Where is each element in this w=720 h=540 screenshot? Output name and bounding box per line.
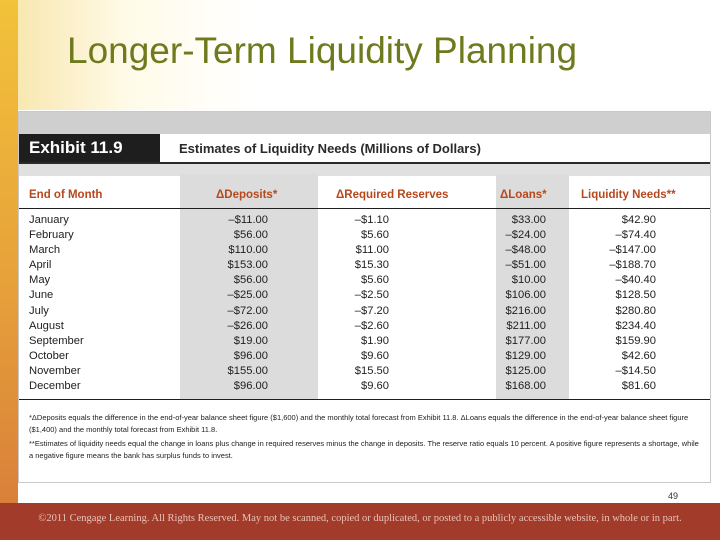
- reserves-cell: $15.30: [354, 259, 389, 272]
- deposits-cell: –$11.00: [228, 214, 268, 226]
- deposits-cell: –$26.00: [227, 319, 268, 332]
- copyright-footer: ©2011 Cengage Learning. All Rights Reser…: [0, 503, 720, 540]
- table-row: March $110.00 $11.00 –$48.00 –$147.00: [19, 244, 710, 259]
- reserves-cell: $15.50: [354, 364, 389, 377]
- loans-cell: –$24.00: [505, 229, 546, 242]
- page-number: 49: [667, 491, 678, 501]
- table-bottom-rule: [19, 399, 710, 400]
- loans-cell: $216.00: [505, 304, 546, 317]
- exhibit-label: Exhibit 11.9: [19, 134, 160, 162]
- reserves-cell: $1.90: [361, 334, 389, 347]
- loans-cell: $33.00: [511, 214, 546, 226]
- month-cell: June: [29, 289, 54, 302]
- header-loans: ΔLoans*: [500, 189, 547, 201]
- loans-cell: $211.00: [506, 319, 546, 332]
- exhibit-table: Exhibit 11.9 Estimates of Liquidity Need…: [18, 111, 711, 483]
- month-cell: April: [29, 259, 52, 272]
- reserves-cell: $5.60: [361, 229, 389, 242]
- loans-cell: –$51.00: [505, 259, 546, 272]
- table-row: November $155.00 $15.50 $125.00 –$14.50: [19, 365, 710, 380]
- header-deposits: ΔDeposits*: [216, 189, 278, 201]
- needs-cell: $280.80: [615, 304, 656, 317]
- deposits-cell: –$25.00: [227, 289, 268, 302]
- reserves-cell: $5.60: [361, 274, 389, 287]
- table-row: May $56.00 $5.60 $10.00 –$40.40: [19, 274, 710, 289]
- reserves-cell: –$1.10: [354, 214, 389, 226]
- month-cell: July: [29, 304, 49, 317]
- deposits-column-shade: [180, 174, 318, 399]
- table-body: January –$11.00 –$1.10 $33.00 $42.90 February…: [19, 214, 710, 395]
- exhibit-top-band: [19, 112, 710, 134]
- loans-column-shade: [496, 174, 569, 399]
- reserves-cell: $9.60: [361, 380, 389, 393]
- slide-title: Longer-Term Liquidity Planning: [67, 30, 578, 71]
- needs-cell: $42.90: [621, 214, 656, 226]
- deposits-cell: $96.00: [233, 380, 268, 393]
- needs-cell: –$40.40: [615, 274, 656, 287]
- needs-cell: $159.90: [615, 334, 656, 347]
- loans-cell: $129.00: [505, 349, 546, 362]
- copyright-text: ©2011 Cengage Learning. All Rights Reser…: [38, 513, 682, 524]
- loans-cell: $177.00: [505, 334, 546, 347]
- month-cell: February: [29, 229, 74, 242]
- table-row: July –$72.00 –$7.20 $216.00 $280.80: [19, 305, 710, 320]
- table-notes: *ΔDeposits equals the difference in the …: [29, 412, 704, 464]
- table-row: September $19.00 $1.90 $177.00 $159.90: [19, 335, 710, 350]
- reserves-cell: –$2.50: [354, 289, 389, 302]
- exhibit-caption: Estimates of Liquidity Needs (Millions o…: [161, 134, 710, 162]
- footnote-deposits-loans: *ΔDeposits equals the difference in the …: [29, 413, 689, 434]
- needs-cell: –$14.50: [615, 364, 656, 377]
- needs-cell: $81.60: [621, 380, 656, 393]
- exhibit-divider: [19, 162, 710, 176]
- month-cell: October: [29, 349, 69, 362]
- month-cell: December: [29, 380, 81, 393]
- table-row: June –$25.00 –$2.50 $106.00 $128.50: [19, 289, 710, 304]
- header-liquidity-needs: Liquidity Needs**: [581, 189, 676, 201]
- table-row: February $56.00 $5.60 –$24.00 –$74.40: [19, 229, 710, 244]
- header-rule: [19, 208, 710, 209]
- needs-cell: –$74.40: [615, 229, 656, 242]
- footnote-liquidity-needs: **Estimates of liquidity needs equal the…: [29, 439, 699, 460]
- header-background: [0, 0, 720, 110]
- table-row: October $96.00 $9.60 $129.00 $42.60: [19, 350, 710, 365]
- reserves-cell: –$2.60: [354, 319, 389, 332]
- deposits-cell: $155.00: [227, 364, 268, 377]
- table-row: April $153.00 $15.30 –$51.00 –$188.70: [19, 259, 710, 274]
- reserves-cell: $9.60: [361, 349, 389, 362]
- table-row: August –$26.00 –$2.60 $211.00 $234.40: [19, 320, 710, 335]
- needs-cell: –$188.70: [609, 259, 656, 272]
- deposits-cell: $96.00: [233, 349, 268, 362]
- needs-cell: $234.40: [615, 319, 656, 332]
- table-row: December $96.00 $9.60 $168.00 $81.60: [19, 380, 710, 395]
- loans-cell: $125.00: [505, 364, 546, 377]
- deposits-cell: $56.00: [233, 274, 268, 287]
- month-cell: November: [29, 364, 81, 377]
- loans-cell: $168.00: [505, 380, 546, 393]
- month-cell: September: [29, 334, 84, 347]
- month-cell: August: [29, 319, 64, 332]
- month-cell: January: [29, 214, 69, 226]
- left-accent-strip: [0, 0, 18, 503]
- loans-cell: $10.00: [511, 274, 546, 287]
- reserves-cell: –$7.20: [354, 304, 389, 317]
- reserves-cell: $11.00: [355, 244, 389, 257]
- month-cell: March: [29, 244, 61, 257]
- deposits-cell: $56.00: [233, 229, 268, 242]
- deposits-cell: –$72.00: [227, 304, 268, 317]
- needs-cell: –$147.00: [609, 244, 656, 257]
- loans-cell: $106.00: [505, 289, 546, 302]
- deposits-cell: $110.00: [228, 244, 268, 257]
- needs-cell: $128.50: [615, 289, 656, 302]
- month-cell: May: [29, 274, 51, 287]
- table-row: January –$11.00 –$1.10 $33.00 $42.90: [19, 214, 710, 229]
- header-required-reserves: ΔRequired Reserves: [336, 189, 449, 201]
- loans-cell: –$48.00: [505, 244, 546, 257]
- deposits-cell: $19.00: [233, 334, 268, 347]
- needs-cell: $42.60: [621, 349, 656, 362]
- header-end-of-month: End of Month: [29, 189, 103, 201]
- deposits-cell: $153.00: [227, 259, 268, 272]
